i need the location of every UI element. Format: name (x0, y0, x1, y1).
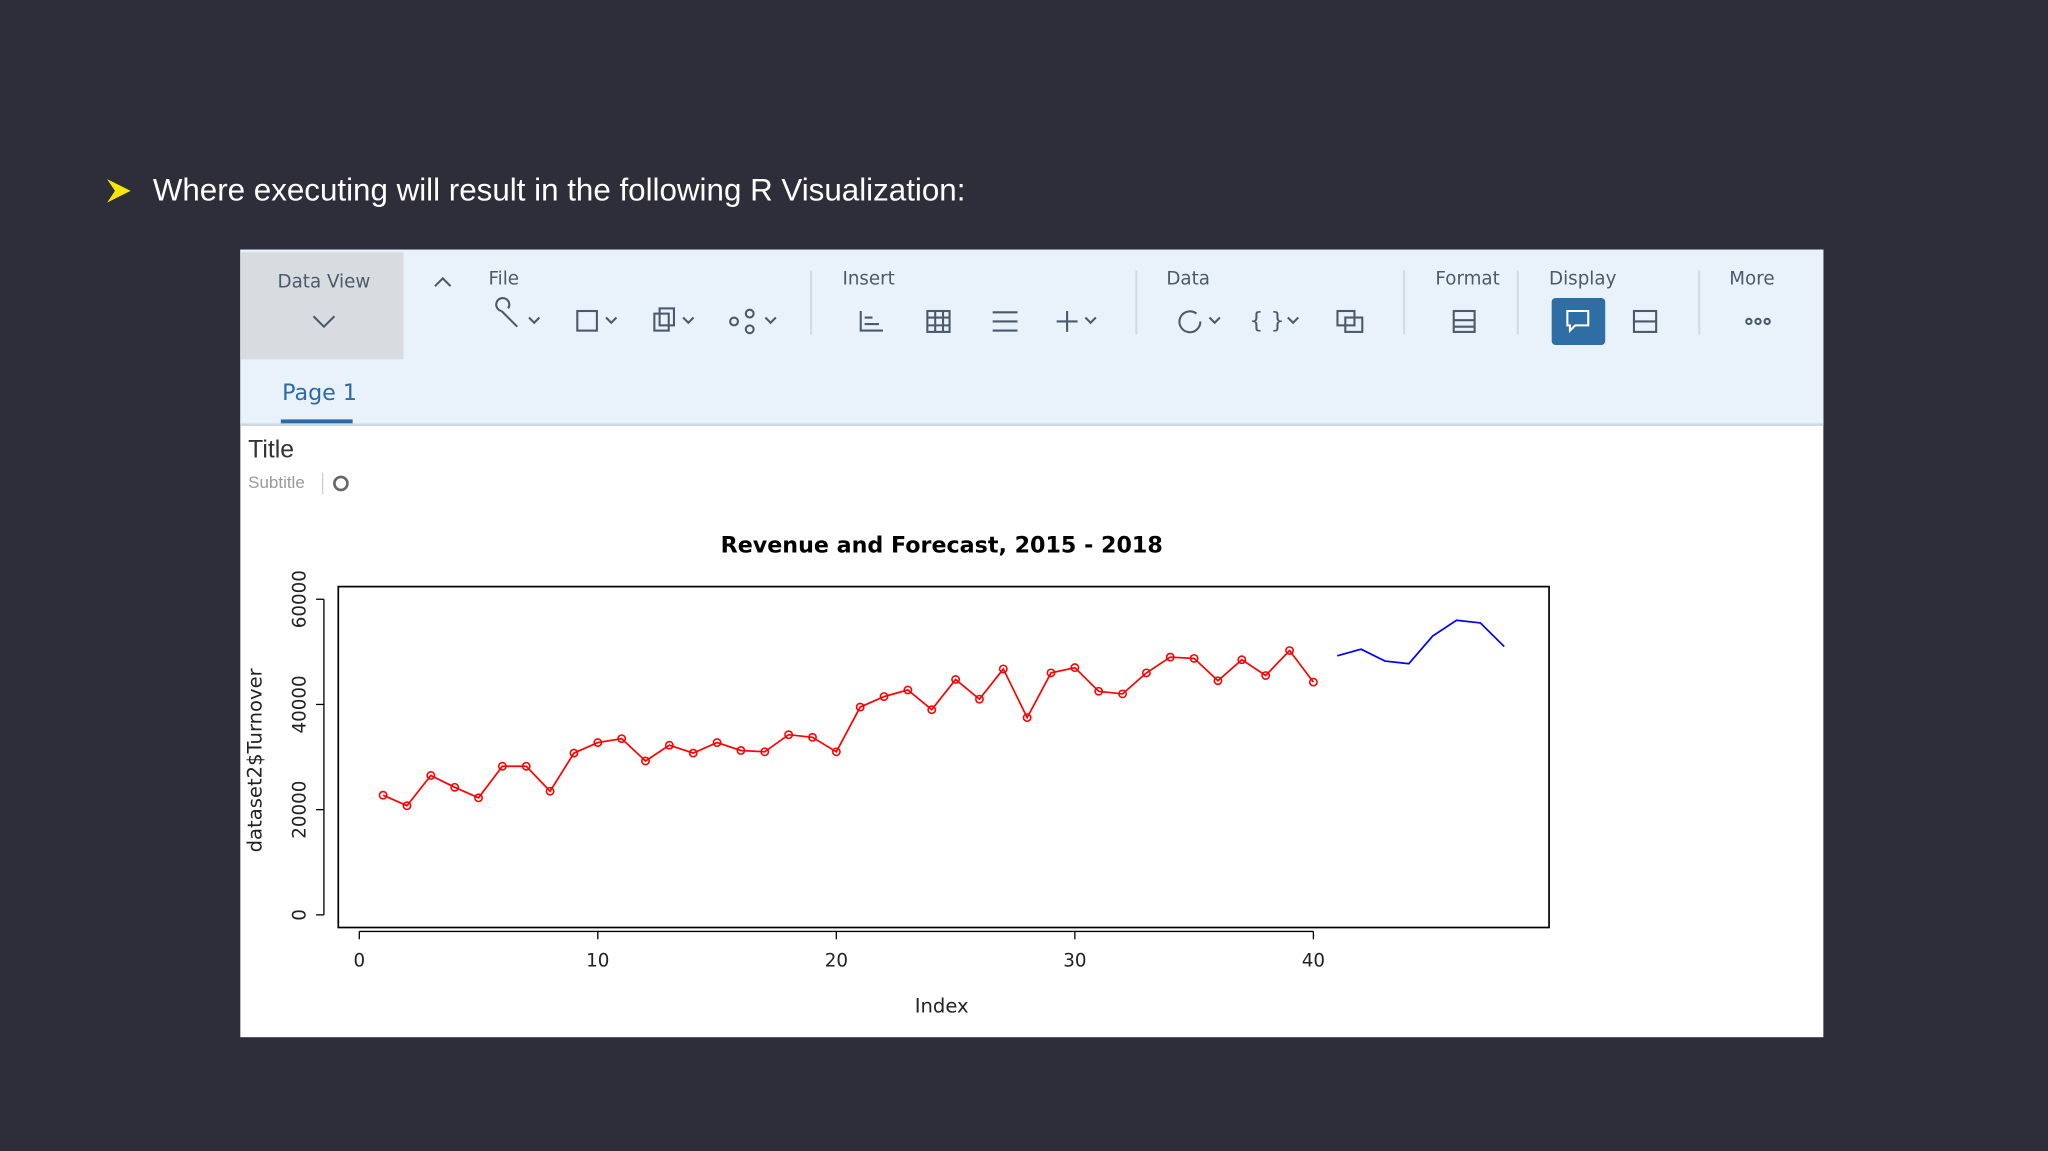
group-label: Insert (842, 269, 894, 290)
svg-text:{ }: { } (1249, 308, 1284, 334)
chevron (312, 315, 336, 329)
point (879, 692, 889, 701)
point (1118, 689, 1128, 699)
point (1213, 676, 1223, 686)
point (617, 734, 627, 744)
point (402, 801, 412, 811)
point (1094, 686, 1104, 696)
toolbar-icons[interactable]: { } (495, 297, 1771, 345)
group-label: File (488, 269, 519, 290)
point (569, 748, 579, 758)
collapse[interactable] (434, 276, 452, 287)
tab-underline (280, 419, 353, 424)
group-label: Display (1549, 269, 1617, 290)
group-label: Data (1166, 269, 1210, 290)
point (641, 756, 650, 766)
settings-icon[interactable] (333, 475, 349, 492)
point (760, 747, 770, 757)
point (1285, 646, 1294, 655)
point (497, 761, 507, 771)
point (1046, 668, 1056, 678)
point (521, 761, 531, 771)
point (1022, 713, 1032, 723)
point (593, 738, 603, 748)
x-tick-label: 40 (1302, 950, 1325, 971)
group-label: More (1729, 269, 1774, 290)
x-tick-label: 10 (586, 950, 609, 971)
story-title: Title (248, 436, 294, 463)
x-tick-label: 20 (825, 950, 848, 971)
y-tick-label: 20000 (289, 781, 310, 839)
point (927, 705, 937, 715)
data-view-label: Data View (278, 271, 371, 292)
page-tab[interactable]: Page 1 (282, 380, 357, 406)
bullet-arrow (107, 179, 131, 203)
separators (810, 270, 1701, 335)
story-subtitle: Subtitle (248, 473, 305, 492)
point (450, 782, 460, 792)
series-line (1337, 619, 1505, 665)
point (831, 747, 841, 757)
bullet-text: Where executing will result in the follo… (153, 172, 966, 207)
data-view-button[interactable] (240, 252, 404, 360)
point (855, 702, 865, 712)
point (545, 786, 555, 796)
point (426, 771, 436, 780)
y-axis-label: dataset2$Turnover (244, 667, 267, 852)
point (784, 730, 794, 740)
plot-box (337, 585, 1550, 929)
x-tick-label: 30 (1063, 950, 1086, 971)
point (1261, 671, 1271, 680)
x-tick-label: 0 (353, 950, 365, 971)
group-label: Format (1435, 269, 1499, 290)
point (736, 746, 746, 755)
point (903, 685, 913, 695)
point (378, 790, 388, 800)
y-tick-label: 0 (289, 909, 310, 921)
point (664, 740, 674, 750)
point (808, 732, 817, 742)
y-tick-label: 60000 (289, 570, 310, 628)
point (1308, 677, 1318, 687)
point (712, 738, 722, 748)
point (1165, 652, 1175, 662)
series-line (382, 649, 1315, 807)
point (1237, 655, 1247, 665)
x-axis-label: Index (915, 995, 969, 1018)
point (474, 793, 483, 803)
point (1070, 663, 1080, 673)
point (688, 748, 698, 758)
point (998, 664, 1008, 674)
y-tick-label: 40000 (289, 675, 310, 733)
point (975, 694, 984, 704)
point (1189, 653, 1199, 663)
point (1141, 668, 1151, 678)
point (951, 675, 961, 684)
chart-title: Revenue and Forecast, 2015 - 2018 (721, 533, 1163, 559)
